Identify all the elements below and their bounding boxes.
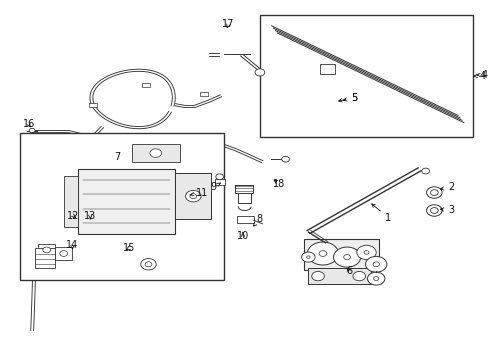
Circle shape: [281, 156, 289, 162]
Circle shape: [429, 208, 437, 213]
Bar: [235, 185, 252, 193]
Bar: [20, 134, 223, 280]
Circle shape: [43, 247, 50, 253]
Bar: [236, 216, 254, 223]
Circle shape: [145, 262, 152, 267]
Text: 13: 13: [84, 211, 96, 221]
Bar: [38, 244, 55, 256]
Text: 17: 17: [222, 19, 234, 29]
Bar: [175, 173, 211, 220]
Text: 14: 14: [66, 240, 79, 250]
Bar: [303, 239, 378, 270]
Text: 8: 8: [253, 215, 263, 226]
Circle shape: [429, 190, 437, 195]
Text: 12: 12: [67, 211, 80, 221]
Circle shape: [426, 187, 441, 198]
Text: 5: 5: [343, 93, 357, 103]
Text: 3: 3: [440, 206, 453, 216]
Text: 11: 11: [190, 188, 207, 198]
Circle shape: [189, 194, 196, 199]
Circle shape: [301, 252, 314, 262]
Text: 6: 6: [346, 266, 352, 276]
Text: 16: 16: [22, 120, 35, 129]
Bar: [260, 15, 472, 137]
Bar: [78, 169, 175, 234]
Circle shape: [215, 174, 223, 180]
Bar: [63, 176, 78, 226]
Text: 9: 9: [210, 182, 220, 192]
Circle shape: [356, 245, 375, 260]
Text: 15: 15: [122, 243, 135, 253]
Circle shape: [373, 277, 378, 280]
Text: 7: 7: [114, 152, 120, 162]
Circle shape: [333, 247, 360, 267]
Text: 1: 1: [371, 204, 390, 222]
Circle shape: [364, 251, 368, 254]
Circle shape: [306, 256, 309, 258]
Text: 10: 10: [236, 231, 248, 240]
Bar: [308, 268, 370, 284]
Circle shape: [60, 251, 67, 256]
Circle shape: [365, 256, 386, 272]
Circle shape: [426, 205, 441, 216]
Bar: [89, 103, 97, 107]
Circle shape: [150, 149, 161, 157]
Bar: [35, 248, 55, 268]
Circle shape: [366, 272, 384, 285]
Circle shape: [255, 69, 264, 76]
Bar: [214, 179, 224, 185]
Circle shape: [372, 262, 379, 267]
Text: 4: 4: [480, 70, 487, 80]
Text: 18: 18: [273, 179, 285, 189]
Circle shape: [307, 242, 338, 265]
Circle shape: [318, 251, 326, 256]
Bar: [320, 64, 334, 74]
Bar: [200, 92, 207, 96]
Bar: [131, 144, 180, 162]
Text: 2: 2: [440, 182, 453, 192]
Bar: [55, 247, 72, 260]
Circle shape: [343, 255, 350, 260]
Circle shape: [185, 190, 201, 202]
Circle shape: [352, 271, 365, 281]
Text: 5: 5: [338, 93, 357, 103]
Text: 4: 4: [473, 71, 485, 81]
Circle shape: [311, 271, 324, 281]
Bar: [142, 83, 150, 87]
Circle shape: [29, 129, 35, 133]
Circle shape: [141, 258, 156, 270]
Circle shape: [421, 168, 428, 174]
